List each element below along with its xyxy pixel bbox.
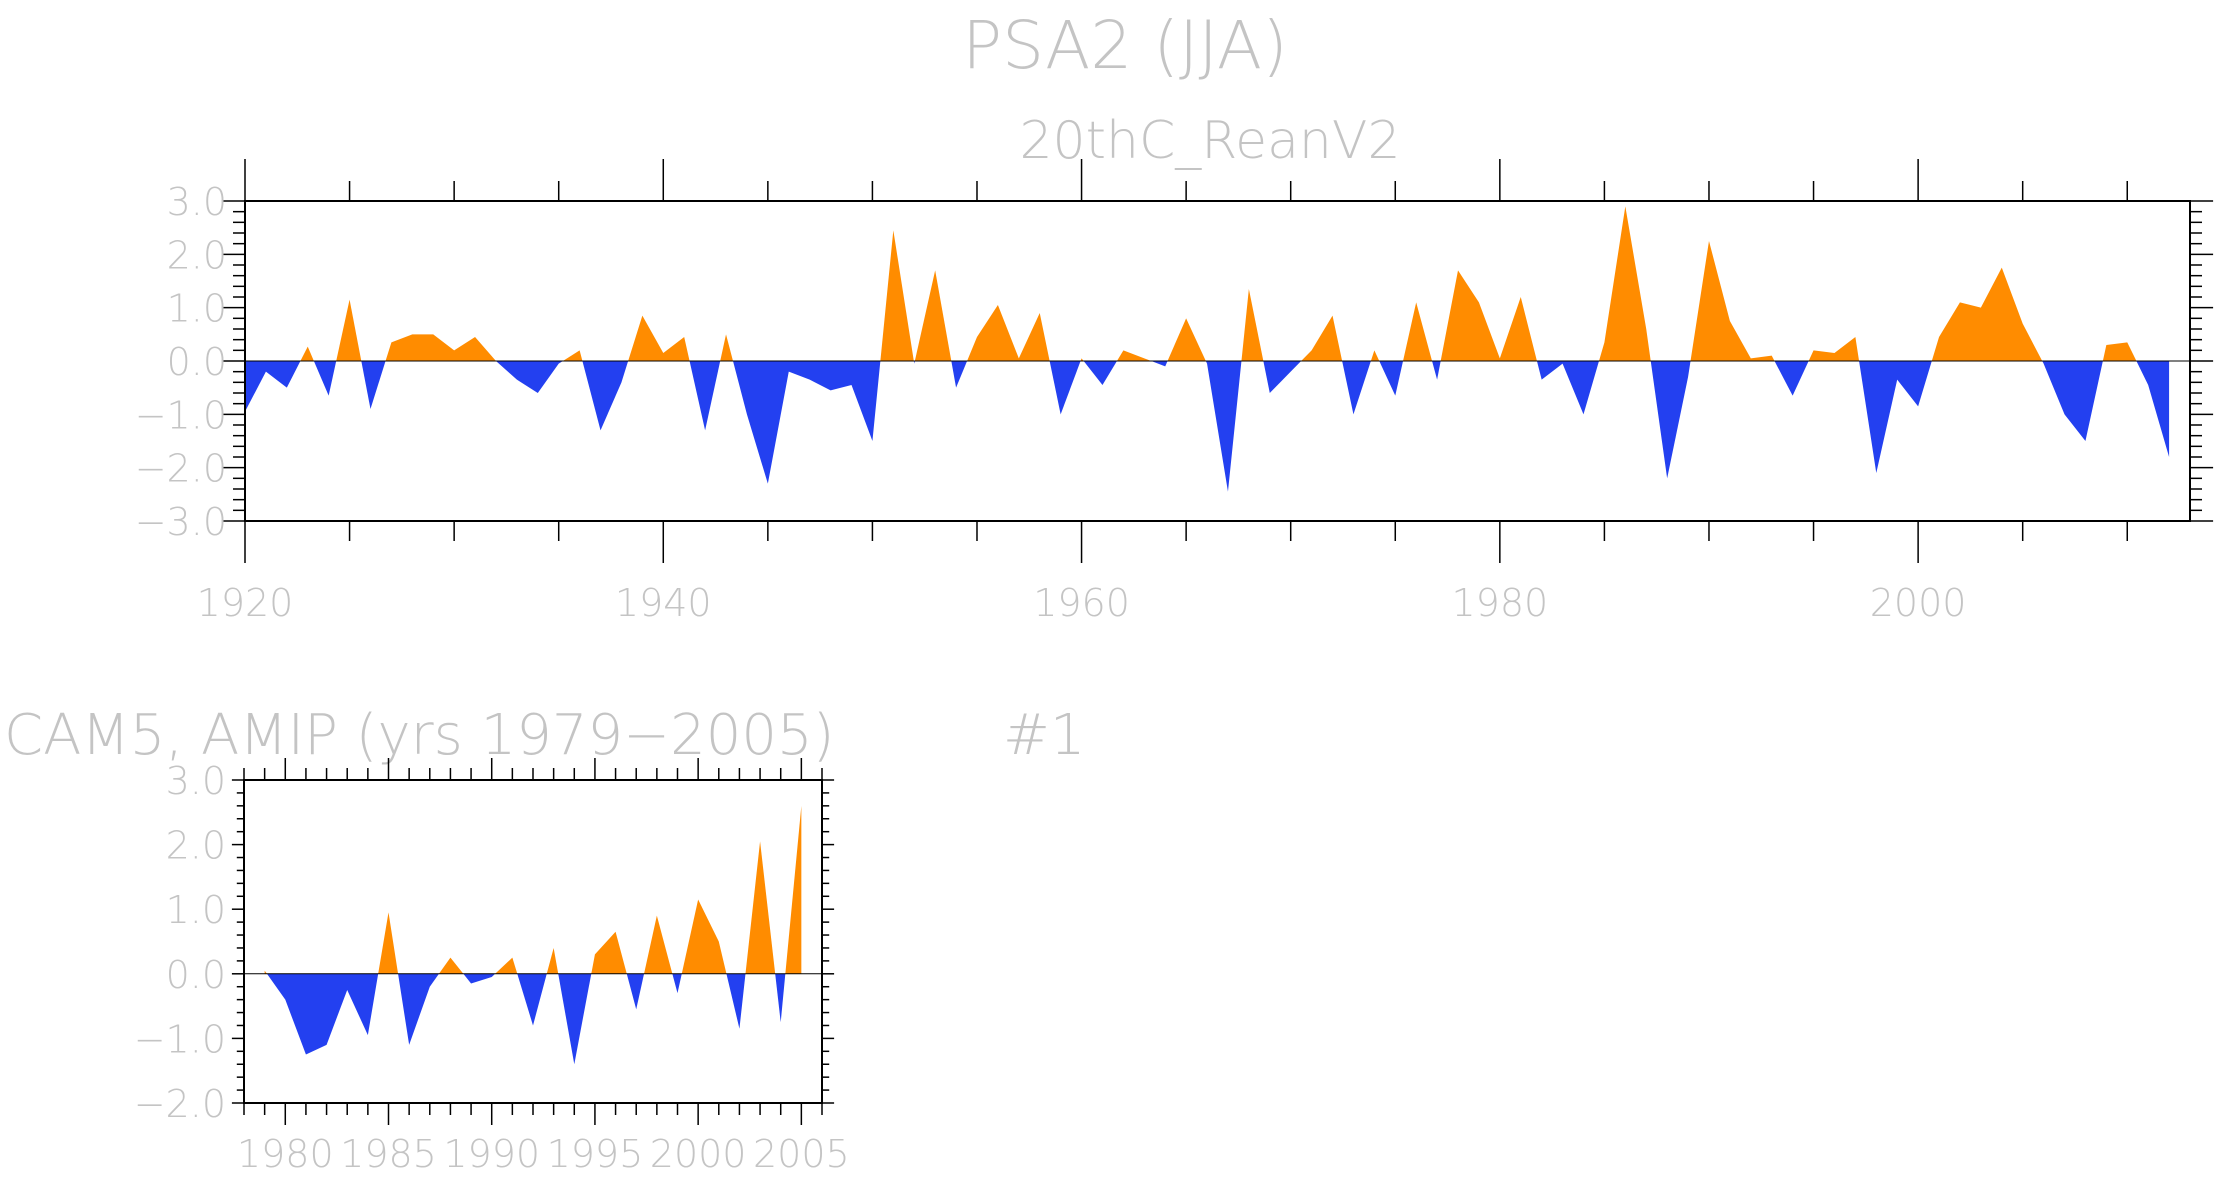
positive-anomaly-area: [1241, 289, 1264, 361]
positive-anomaly-area: [562, 350, 583, 361]
positive-anomaly-area: [1116, 350, 1152, 361]
negative-anomaly-area: [463, 973, 496, 984]
x-tick-label: 1995: [547, 1132, 644, 1176]
positive-anomaly-area: [1167, 318, 1206, 361]
negative-anomaly-area: [1650, 361, 1691, 479]
positive-anomaly-area: [745, 841, 776, 974]
chart-panel-1: 20thC_ReanV2 3.0 2.0 1.0 0.0 −1.0 −2.0 −3.0 1920…: [135, 111, 2214, 625]
positive-anomaly-area: [591, 931, 627, 974]
negative-anomaly-area: [1536, 361, 1599, 415]
y-tick-label: 1.0: [166, 888, 226, 932]
y-tick-label: −3.0: [135, 500, 227, 544]
x-tick-label: 2005: [753, 1132, 850, 1176]
negative-anomaly-area: [732, 361, 881, 484]
x-tick-label: 2000: [650, 1132, 747, 1176]
negative-anomaly-area: [517, 973, 547, 1026]
negative-anomaly-area: [1774, 361, 1809, 396]
positive-anomaly-area: [378, 912, 399, 974]
chart-panel-2: CAM5, AMIP (yrs 1979−2005)3.0 2.0 1.0 0.0 −1…: [4, 703, 850, 1176]
x-tick-label: 1960: [1033, 581, 1130, 625]
y-tick-label: 3.0: [166, 759, 226, 803]
negative-anomaly-area: [313, 361, 337, 396]
y-tick-label: 2.0: [166, 824, 226, 868]
negative-anomaly-area: [1379, 361, 1404, 396]
positive-anomaly-area: [644, 915, 673, 974]
page-title: PSA2 (JJA): [962, 7, 1287, 84]
negative-anomaly-area: [495, 361, 563, 393]
positive-anomaly-area: [628, 315, 690, 361]
negative-anomaly-area: [1342, 361, 1371, 415]
negative-anomaly-area: [672, 973, 682, 994]
negative-anomaly-area: [1859, 361, 1932, 473]
negative-anomaly-area: [1083, 361, 1117, 385]
positive-anomaly-area: [681, 899, 727, 974]
x-tick-label: 1920: [197, 581, 294, 625]
x-tick-label: 1985: [340, 1132, 437, 1176]
positive-anomaly-area: [495, 957, 518, 974]
positive-anomaly-area: [1440, 270, 1537, 361]
positive-anomaly-area: [1370, 350, 1380, 361]
negative-anomaly-area: [775, 973, 786, 1023]
x-tick-label: 1940: [615, 581, 712, 625]
negative-anomaly-area: [266, 973, 379, 1055]
y-tick-label: −1.0: [135, 393, 227, 437]
y-tick-label: 0.0: [166, 953, 226, 997]
positive-anomaly-area: [914, 270, 952, 361]
positive-anomaly-area: [1931, 267, 2043, 361]
y-tick-label: 1.0: [167, 287, 227, 331]
y-tick-label: 2.0: [167, 233, 227, 277]
negative-anomaly-area: [398, 973, 439, 1045]
positive-anomaly-area: [1690, 241, 1775, 361]
negative-anomaly-area: [626, 973, 645, 1010]
panel-label: #1: [1003, 703, 1086, 768]
positive-anomaly-area: [546, 947, 559, 974]
positive-anomaly-area: [300, 346, 314, 361]
negative-anomaly-area: [245, 361, 301, 412]
positive-anomaly-area: [264, 970, 267, 974]
negative-anomaly-area: [1151, 361, 1168, 367]
positive-anomaly-area: [880, 230, 914, 361]
positive-anomaly-area: [2102, 342, 2137, 361]
x-tick-label: 2000: [1870, 581, 1967, 625]
negative-anomaly-area: [1263, 361, 1302, 393]
chart-title: 20thC_ReanV2: [1019, 111, 1400, 171]
y-tick-label: 0.0: [167, 340, 227, 384]
y-tick-label: −2.0: [134, 1082, 226, 1126]
positive-anomaly-area: [438, 957, 464, 974]
negative-anomaly-area: [913, 361, 915, 364]
y-tick-label: 3.0: [167, 180, 227, 224]
positive-anomaly-area: [785, 805, 802, 974]
positive-anomaly-area: [1598, 206, 1651, 361]
negative-anomaly-area: [1049, 361, 1081, 415]
positive-anomaly-area: [1301, 315, 1343, 361]
positive-anomaly-area: [1808, 337, 1860, 361]
positive-anomaly-area: [336, 299, 362, 361]
negative-anomaly-area: [1432, 361, 1441, 380]
plot-frame: [243, 779, 823, 1104]
negative-anomaly-area: [2136, 361, 2170, 457]
negative-anomaly-area: [558, 973, 592, 1065]
x-tick-label: 1980: [1451, 581, 1548, 625]
positive-anomaly-area: [1403, 302, 1433, 361]
x-tick-label: 1990: [443, 1132, 540, 1176]
negative-anomaly-area: [582, 361, 629, 431]
negative-anomaly-area: [951, 361, 968, 388]
negative-anomaly-area: [726, 973, 746, 1029]
y-tick-label: −1.0: [134, 1017, 226, 1061]
negative-anomaly-area: [361, 361, 386, 409]
negative-anomaly-area: [1205, 361, 1242, 492]
x-tick-label: 1980: [237, 1132, 334, 1176]
positive-anomaly-area: [385, 334, 496, 361]
y-tick-label: −2.0: [135, 447, 227, 491]
positive-anomaly-area: [1080, 358, 1084, 361]
negative-anomaly-area: [2042, 361, 2103, 441]
positive-anomaly-area: [967, 305, 1050, 361]
negative-anomaly-area: [689, 361, 721, 431]
positive-anomaly-area: [720, 334, 733, 361]
chart-title: CAM5, AMIP (yrs 1979−2005): [4, 703, 834, 768]
